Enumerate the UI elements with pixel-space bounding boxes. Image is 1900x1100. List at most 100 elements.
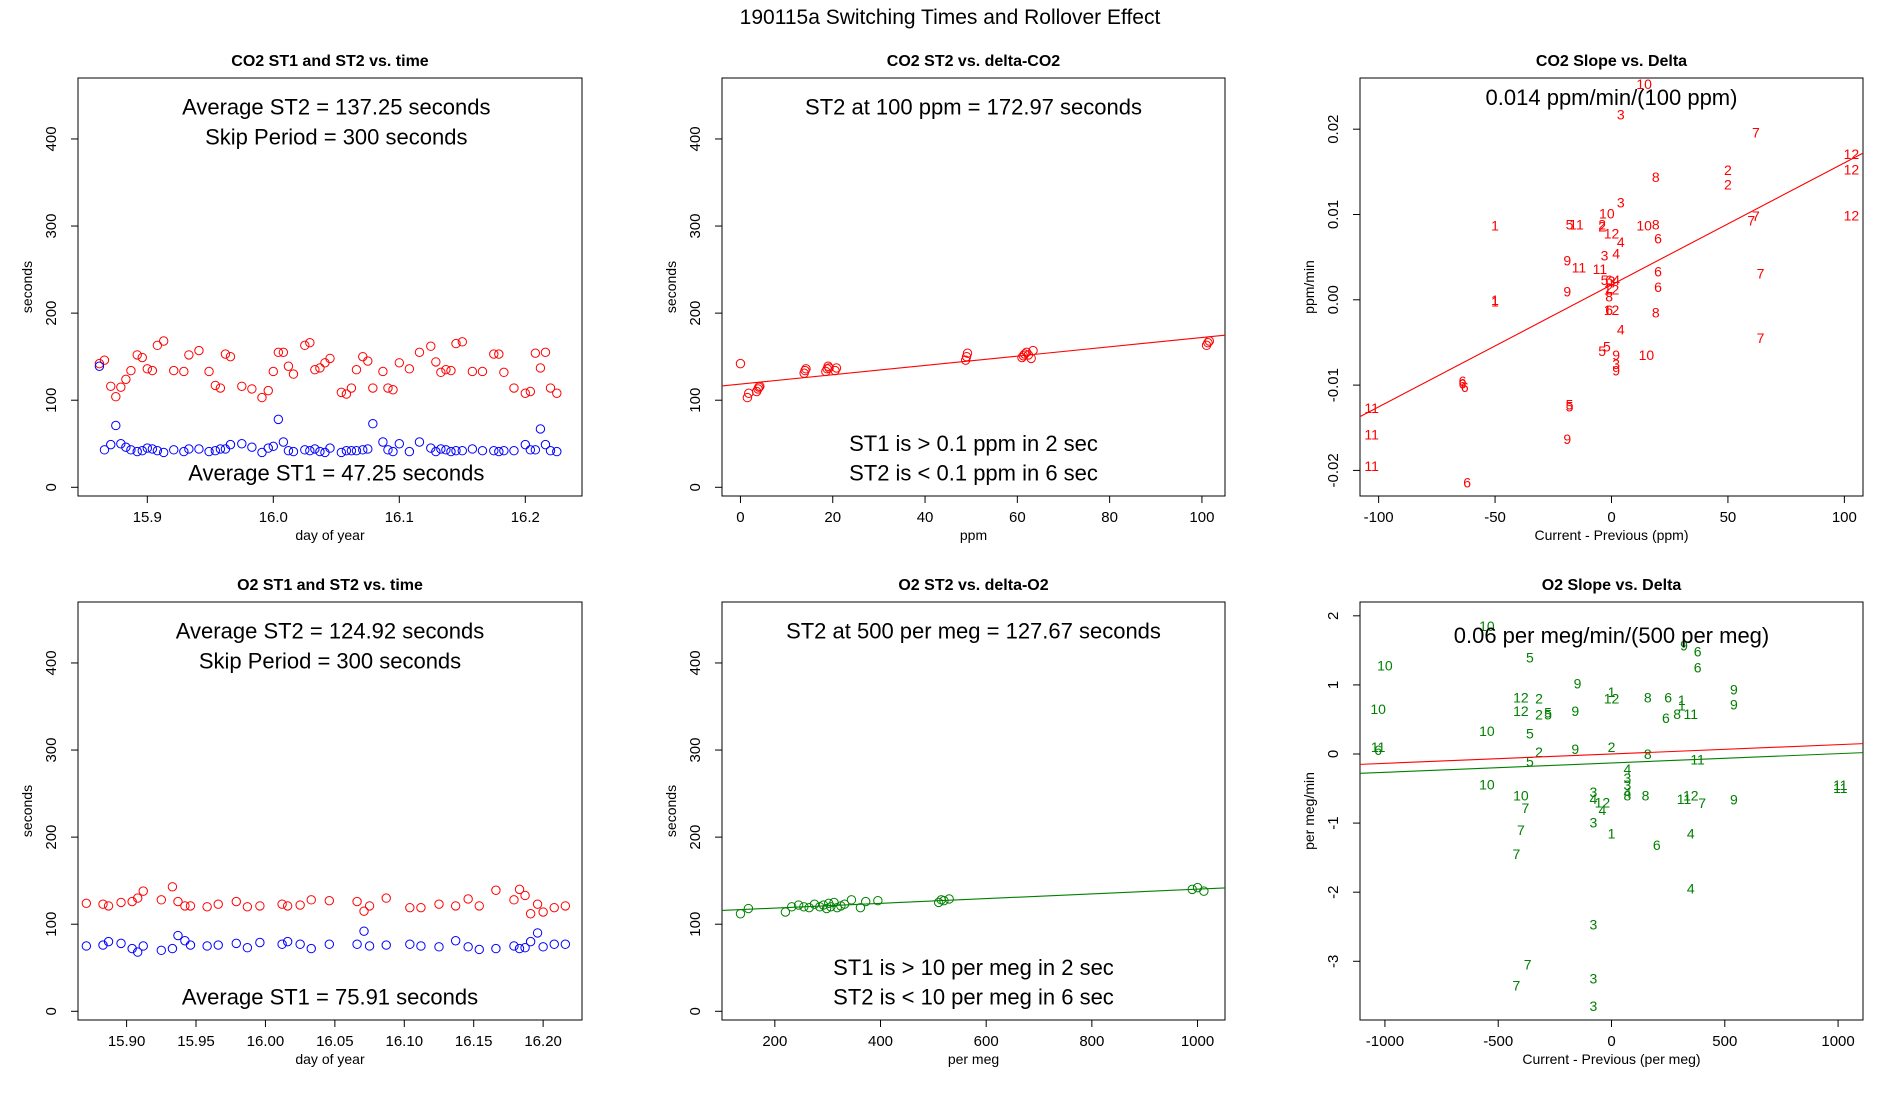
point-ST1 (463, 942, 473, 952)
point-ST1 (477, 446, 488, 456)
chart-title: O2 ST2 vs. delta-O2 (898, 577, 1048, 594)
point-ST2 (133, 893, 143, 903)
point-ST2 (944, 894, 954, 904)
point-ST1 (363, 444, 373, 454)
point-ST1 (210, 446, 221, 456)
y-tick-label: 0.01 (1325, 200, 1342, 229)
point-label: 6 (1694, 660, 1702, 676)
point-ST1 (364, 941, 375, 951)
point-ST2 (137, 352, 147, 363)
point-ST2 (111, 392, 121, 402)
point-ST1 (288, 446, 299, 457)
point-label: 1 (1491, 292, 1499, 308)
annotation: ST1 is > 10 per meg in 2 sec (833, 955, 1114, 980)
point-label: 12 (1604, 225, 1620, 241)
point-ST1 (383, 445, 393, 455)
point-ST1 (325, 443, 335, 453)
point-ST2 (167, 882, 178, 892)
point-ST2 (467, 366, 478, 377)
point-ST2 (210, 380, 221, 391)
point-label: 2 (1724, 177, 1732, 193)
fit-line-fit-red (1360, 743, 1863, 765)
point-label: 7 (1752, 125, 1760, 141)
point-ST2 (451, 338, 461, 349)
point-ST2 (489, 349, 499, 359)
x-tick-label: 100 (1832, 509, 1857, 526)
point-ST1 (520, 439, 530, 450)
point-ST2 (283, 361, 294, 371)
point-label: 1 (1678, 692, 1686, 708)
point-label: 11 (1684, 706, 1699, 722)
point-ST2 (169, 365, 179, 376)
point-ST2 (960, 355, 971, 365)
point-label: 8 (1605, 288, 1613, 304)
point-label: 11 (1677, 791, 1692, 807)
point-ST2 (126, 365, 136, 376)
fit-line-fit (1360, 152, 1863, 418)
point-label: 3 (1601, 247, 1609, 263)
annotation: Average ST1 = 47.25 seconds (188, 460, 484, 485)
point-label: 2 (1598, 217, 1606, 233)
point-ST2 (194, 345, 204, 356)
point-ST1 (121, 442, 131, 452)
x-tick-label: -100 (1364, 509, 1394, 526)
point-label: 5 (1544, 707, 1552, 723)
point-ST1 (549, 939, 559, 949)
x-tick-label: 16.2 (511, 509, 540, 526)
x-axis-label: Current - Previous (per meg) (1522, 1051, 1700, 1067)
point-label: 8 (1652, 305, 1660, 321)
x-axis-label: per meg (948, 1051, 999, 1067)
point-ST2 (1017, 352, 1027, 363)
point-label: 10 (1370, 701, 1386, 717)
point-label: 6 (1654, 230, 1662, 246)
point-ST2 (156, 895, 167, 905)
point-ST1 (184, 444, 194, 454)
point-ST2 (225, 351, 236, 362)
point-ST2 (549, 902, 559, 913)
point-ST2 (560, 901, 571, 911)
fit-line-fit (722, 887, 1225, 911)
point-label: 11 (1593, 261, 1608, 277)
point-ST2 (202, 902, 212, 912)
point-label: 10 (1513, 787, 1529, 803)
x-tick-label: 16.15 (455, 1033, 493, 1050)
point-ST2 (106, 381, 116, 391)
x-tick-label: 50 (1720, 509, 1737, 526)
point-ST1 (351, 446, 362, 456)
point-ST1 (514, 943, 525, 954)
point-label: 1 (1491, 294, 1499, 310)
point-ST1 (273, 414, 284, 425)
point-ST1 (441, 445, 451, 455)
x-tick-label: 16.10 (386, 1033, 424, 1050)
point-ST1 (509, 446, 519, 456)
point-ST2 (474, 901, 484, 911)
x-tick-label: -50 (1484, 509, 1506, 526)
point-ST2 (81, 898, 92, 909)
point-ST1 (359, 926, 369, 936)
point-label: 10 (1377, 658, 1393, 674)
point-label: 10 (1479, 723, 1495, 739)
point-ST2 (525, 386, 536, 397)
point-ST2 (213, 899, 223, 909)
charts-container: CO2 ST1 and ST2 vs. time 15.9 16.0 16.1 16.2… (19, 53, 1864, 1067)
point-ST2 (204, 366, 214, 377)
y-axis-label: seconds (663, 785, 679, 837)
point-label: 3 (1589, 971, 1597, 987)
point-ST2 (121, 374, 131, 385)
x-axis-label: day of year (295, 527, 365, 543)
point-label: 8 (1644, 746, 1652, 762)
point-label: 12 (1513, 703, 1529, 719)
point-ST2 (394, 358, 404, 368)
point-ST2 (434, 899, 444, 909)
point-ST1 (525, 936, 536, 947)
point-label: 5 (1598, 343, 1606, 359)
x-tick-label: 15.90 (108, 1033, 146, 1050)
point-ST1 (126, 445, 136, 455)
point-ST2 (127, 896, 137, 907)
point-label: 6 (1374, 742, 1382, 758)
y-tick-label: 200 (43, 825, 60, 850)
point-ST2 (751, 386, 762, 397)
point-ST2 (801, 364, 811, 374)
